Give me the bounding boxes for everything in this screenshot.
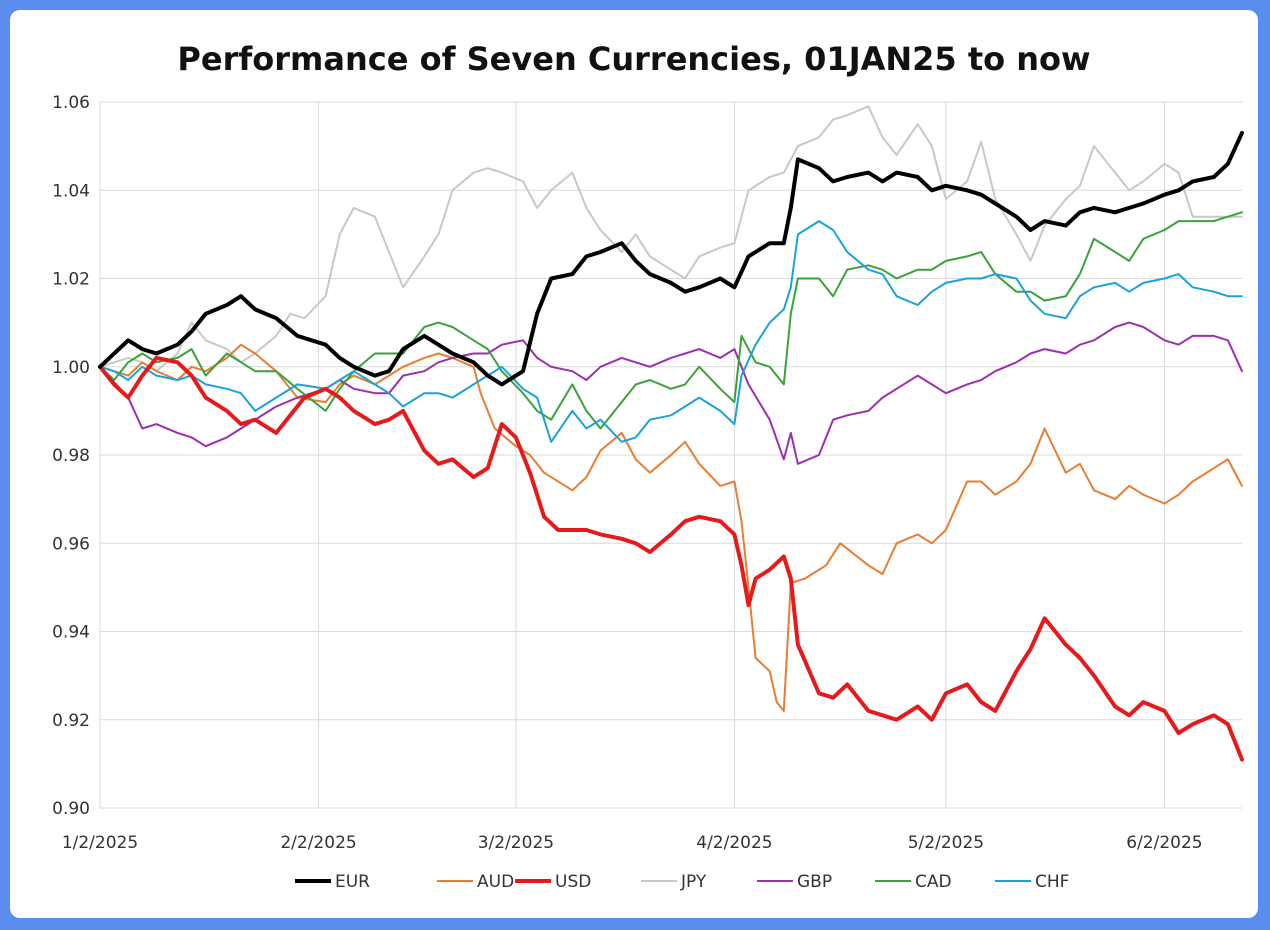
legend-item-chf: CHF [995, 872, 1069, 892]
chart-frame: Performance of Seven Currencies, 01JAN25… [10, 10, 1258, 918]
x-tick-label: 5/2/2025 [908, 833, 984, 853]
chart-title: Performance of Seven Currencies, 01JAN25… [177, 40, 1091, 78]
series-line-aud [99, 343, 1243, 712]
legend-label: CHF [1035, 872, 1069, 892]
y-tick-label: 0.94 [52, 623, 90, 643]
y-tick-label: 1.00 [52, 358, 90, 378]
grid-lines [99, 101, 1242, 809]
legend-item-aud: AUD [437, 872, 514, 892]
legend-item-usd: USD [515, 872, 591, 892]
series-line-cad [99, 211, 1243, 430]
legend-label: GBP [797, 872, 832, 892]
line-chart: 0.90 0.92 0.94 0.96 0.98 1.00 1.02 1.04 1.06 1/2/… [52, 93, 1244, 892]
x-tick-label: 2/2/2025 [280, 833, 356, 853]
legend: EUR AUD USD JPY GBP CAD CHF [295, 872, 1069, 892]
series-line-jpy [99, 105, 1243, 373]
y-tick-label: 1.04 [52, 181, 90, 201]
x-tick-label: 1/2/2025 [62, 833, 138, 853]
y-tick-label: 0.92 [52, 711, 90, 731]
legend-item-jpy: JPY [641, 872, 707, 892]
y-tick-label: 1.06 [52, 93, 90, 113]
x-tick-label: 3/2/2025 [478, 833, 554, 853]
legend-label: EUR [335, 872, 370, 892]
legend-label: AUD [477, 872, 514, 892]
x-tick-label: 6/2/2025 [1126, 833, 1202, 853]
legend-item-eur: EUR [295, 872, 370, 892]
series-lines [98, 105, 1244, 762]
legend-label: USD [555, 872, 591, 892]
y-tick-label: 0.98 [52, 446, 90, 466]
y-tick-label: 1.02 [52, 270, 90, 290]
y-tick-label: 0.96 [52, 534, 90, 554]
series-line-usd [98, 355, 1244, 762]
legend-item-cad: CAD [875, 872, 952, 892]
legend-item-gbp: GBP [757, 872, 832, 892]
axes: 0.90 0.92 0.94 0.96 0.98 1.00 1.02 1.04 1.06 1/2/… [52, 93, 1202, 853]
series-line-gbp [99, 321, 1243, 465]
legend-label: CAD [915, 872, 952, 892]
series-line-eur [98, 130, 1244, 387]
legend-label: JPY [680, 872, 707, 892]
series-line-chf [99, 220, 1243, 443]
y-tick-label: 0.90 [52, 799, 90, 819]
x-tick-label: 4/2/2025 [696, 833, 772, 853]
